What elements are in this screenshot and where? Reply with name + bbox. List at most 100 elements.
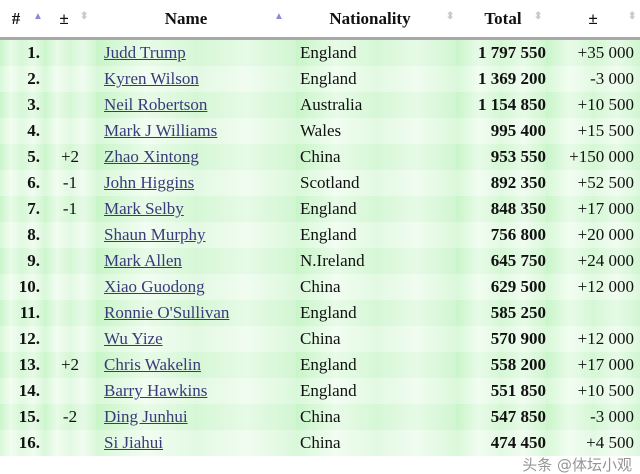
nationality-cell: N.Ireland <box>296 248 456 274</box>
total-cell: 1 369 200 <box>456 66 546 92</box>
rank-cell: 16. <box>0 430 44 456</box>
name-cell: Zhao Xintong <box>96 144 296 170</box>
nationality-cell: England <box>296 352 456 378</box>
sort-icon[interactable]: ⬍ <box>534 11 543 22</box>
diff-cell: +10 500 <box>546 378 640 404</box>
change-cell <box>44 248 96 274</box>
header-nationality-label: Nationality <box>329 8 411 28</box>
table-row: 8. Shaun Murphy England 756 800 +20 000 <box>0 222 640 248</box>
nationality-cell: England <box>296 378 456 404</box>
watermark: 头条 @体坛小观 <box>522 456 632 474</box>
player-link[interactable]: Barry Hawkins <box>104 381 208 400</box>
table-row: 11. Ronnie O'Sullivan England 585 250 <box>0 300 640 326</box>
header-total[interactable]: Total ⬍ <box>456 0 546 40</box>
table-row: 14. Barry Hawkins England 551 850 +10 50… <box>0 378 640 404</box>
diff-cell: +4 500 <box>546 430 640 456</box>
nationality-cell: China <box>296 144 456 170</box>
total-cell: 995 400 <box>456 118 546 144</box>
total-cell: 585 250 <box>456 300 546 326</box>
change-cell <box>44 118 96 144</box>
player-link[interactable]: Mark Allen <box>104 251 182 270</box>
diff-cell: +24 000 <box>546 248 640 274</box>
rank-cell: 5. <box>0 144 44 170</box>
total-cell: 756 800 <box>456 222 546 248</box>
change-cell: -2 <box>44 404 96 430</box>
name-cell: Judd Trump <box>96 38 296 66</box>
header-nationality[interactable]: Nationality ⬍ <box>296 0 456 40</box>
rank-cell: 1. <box>0 38 44 66</box>
header-change[interactable]: ± ⬍ <box>44 0 96 40</box>
player-link[interactable]: Ding Junhui <box>104 407 188 426</box>
sort-asc-icon[interactable]: ▲ <box>33 11 43 22</box>
change-cell <box>44 66 96 92</box>
table-row: 9. Mark Allen N.Ireland 645 750 +24 000 <box>0 248 640 274</box>
sort-icon[interactable]: ⬍ <box>628 11 637 22</box>
change-cell <box>44 222 96 248</box>
nationality-cell: Wales <box>296 118 456 144</box>
diff-cell <box>546 300 640 326</box>
nationality-cell: China <box>296 404 456 430</box>
name-cell: Mark Allen <box>96 248 296 274</box>
name-cell: Xiao Guodong <box>96 274 296 300</box>
table-body: 1. Judd Trump England 1 797 550 +35 000 2… <box>0 38 640 456</box>
player-link[interactable]: Xiao Guodong <box>104 277 205 296</box>
header-total-label: Total <box>484 8 522 28</box>
nationality-cell: Scotland <box>296 170 456 196</box>
name-cell: Ding Junhui <box>96 404 296 430</box>
table-row: 15. -2 Ding Junhui China 547 850 -3 000 <box>0 404 640 430</box>
nationality-cell: England <box>296 222 456 248</box>
header-diff[interactable]: ± ⬍ <box>546 0 640 40</box>
header-rank[interactable]: # ▲ <box>0 0 44 40</box>
sort-icon[interactable]: ⬍ <box>446 11 455 22</box>
nationality-cell: China <box>296 430 456 456</box>
sort-asc-icon[interactable]: ▲ <box>274 11 284 22</box>
player-link[interactable]: Judd Trump <box>104 43 186 62</box>
rank-cell: 9. <box>0 248 44 274</box>
player-link[interactable]: Neil Robertson <box>104 95 208 114</box>
player-link[interactable]: Si Jiahui <box>104 433 164 452</box>
player-link[interactable]: Wu Yize <box>104 329 163 348</box>
nationality-cell: China <box>296 274 456 300</box>
nationality-cell: Australia <box>296 92 456 118</box>
table-row: 6. -1 John Higgins Scotland 892 350 +52 … <box>0 170 640 196</box>
player-link[interactable]: Mark J Williams <box>104 121 218 140</box>
player-link[interactable]: Chris Wakelin <box>104 355 202 374</box>
player-link[interactable]: John Higgins <box>104 173 195 192</box>
table-row: 4. Mark J Williams Wales 995 400 +15 500 <box>0 118 640 144</box>
change-cell <box>44 274 96 300</box>
rank-cell: 13. <box>0 352 44 378</box>
diff-cell: -3 000 <box>546 404 640 430</box>
change-cell: +2 <box>44 352 96 378</box>
rank-cell: 10. <box>0 274 44 300</box>
rank-cell: 4. <box>0 118 44 144</box>
table-row: 12. Wu Yize China 570 900 +12 000 <box>0 326 640 352</box>
total-cell: 558 200 <box>456 352 546 378</box>
total-cell: 848 350 <box>456 196 546 222</box>
table-row: 1. Judd Trump England 1 797 550 +35 000 <box>0 38 640 66</box>
rank-cell: 15. <box>0 404 44 430</box>
name-cell: Chris Wakelin <box>96 352 296 378</box>
total-cell: 547 850 <box>456 404 546 430</box>
rank-cell: 11. <box>0 300 44 326</box>
player-link[interactable]: Shaun Murphy <box>104 225 206 244</box>
change-cell: -1 <box>44 196 96 222</box>
player-link[interactable]: Mark Selby <box>104 199 184 218</box>
name-cell: Mark Selby <box>96 196 296 222</box>
change-cell: +2 <box>44 144 96 170</box>
sort-icon[interactable]: ⬍ <box>80 11 89 22</box>
rank-cell: 14. <box>0 378 44 404</box>
rank-cell: 12. <box>0 326 44 352</box>
player-link[interactable]: Zhao Xintong <box>104 147 199 166</box>
diff-cell: +20 000 <box>546 222 640 248</box>
player-link[interactable]: Ronnie O'Sullivan <box>104 303 230 322</box>
header-name[interactable]: Name ▲ <box>96 0 296 40</box>
player-link[interactable]: Kyren Wilson <box>104 69 199 88</box>
change-cell <box>44 378 96 404</box>
header-row: # ▲ ± ⬍ Name ▲ Nationality ⬍ Total ⬍ ± ⬍ <box>0 0 640 40</box>
rank-cell: 2. <box>0 66 44 92</box>
table-row: 5. +2 Zhao Xintong China 953 550 +150 00… <box>0 144 640 170</box>
table-row: 3. Neil Robertson Australia 1 154 850 +1… <box>0 92 640 118</box>
nationality-cell: England <box>296 38 456 66</box>
diff-cell: +35 000 <box>546 38 640 66</box>
diff-cell: +10 500 <box>546 92 640 118</box>
